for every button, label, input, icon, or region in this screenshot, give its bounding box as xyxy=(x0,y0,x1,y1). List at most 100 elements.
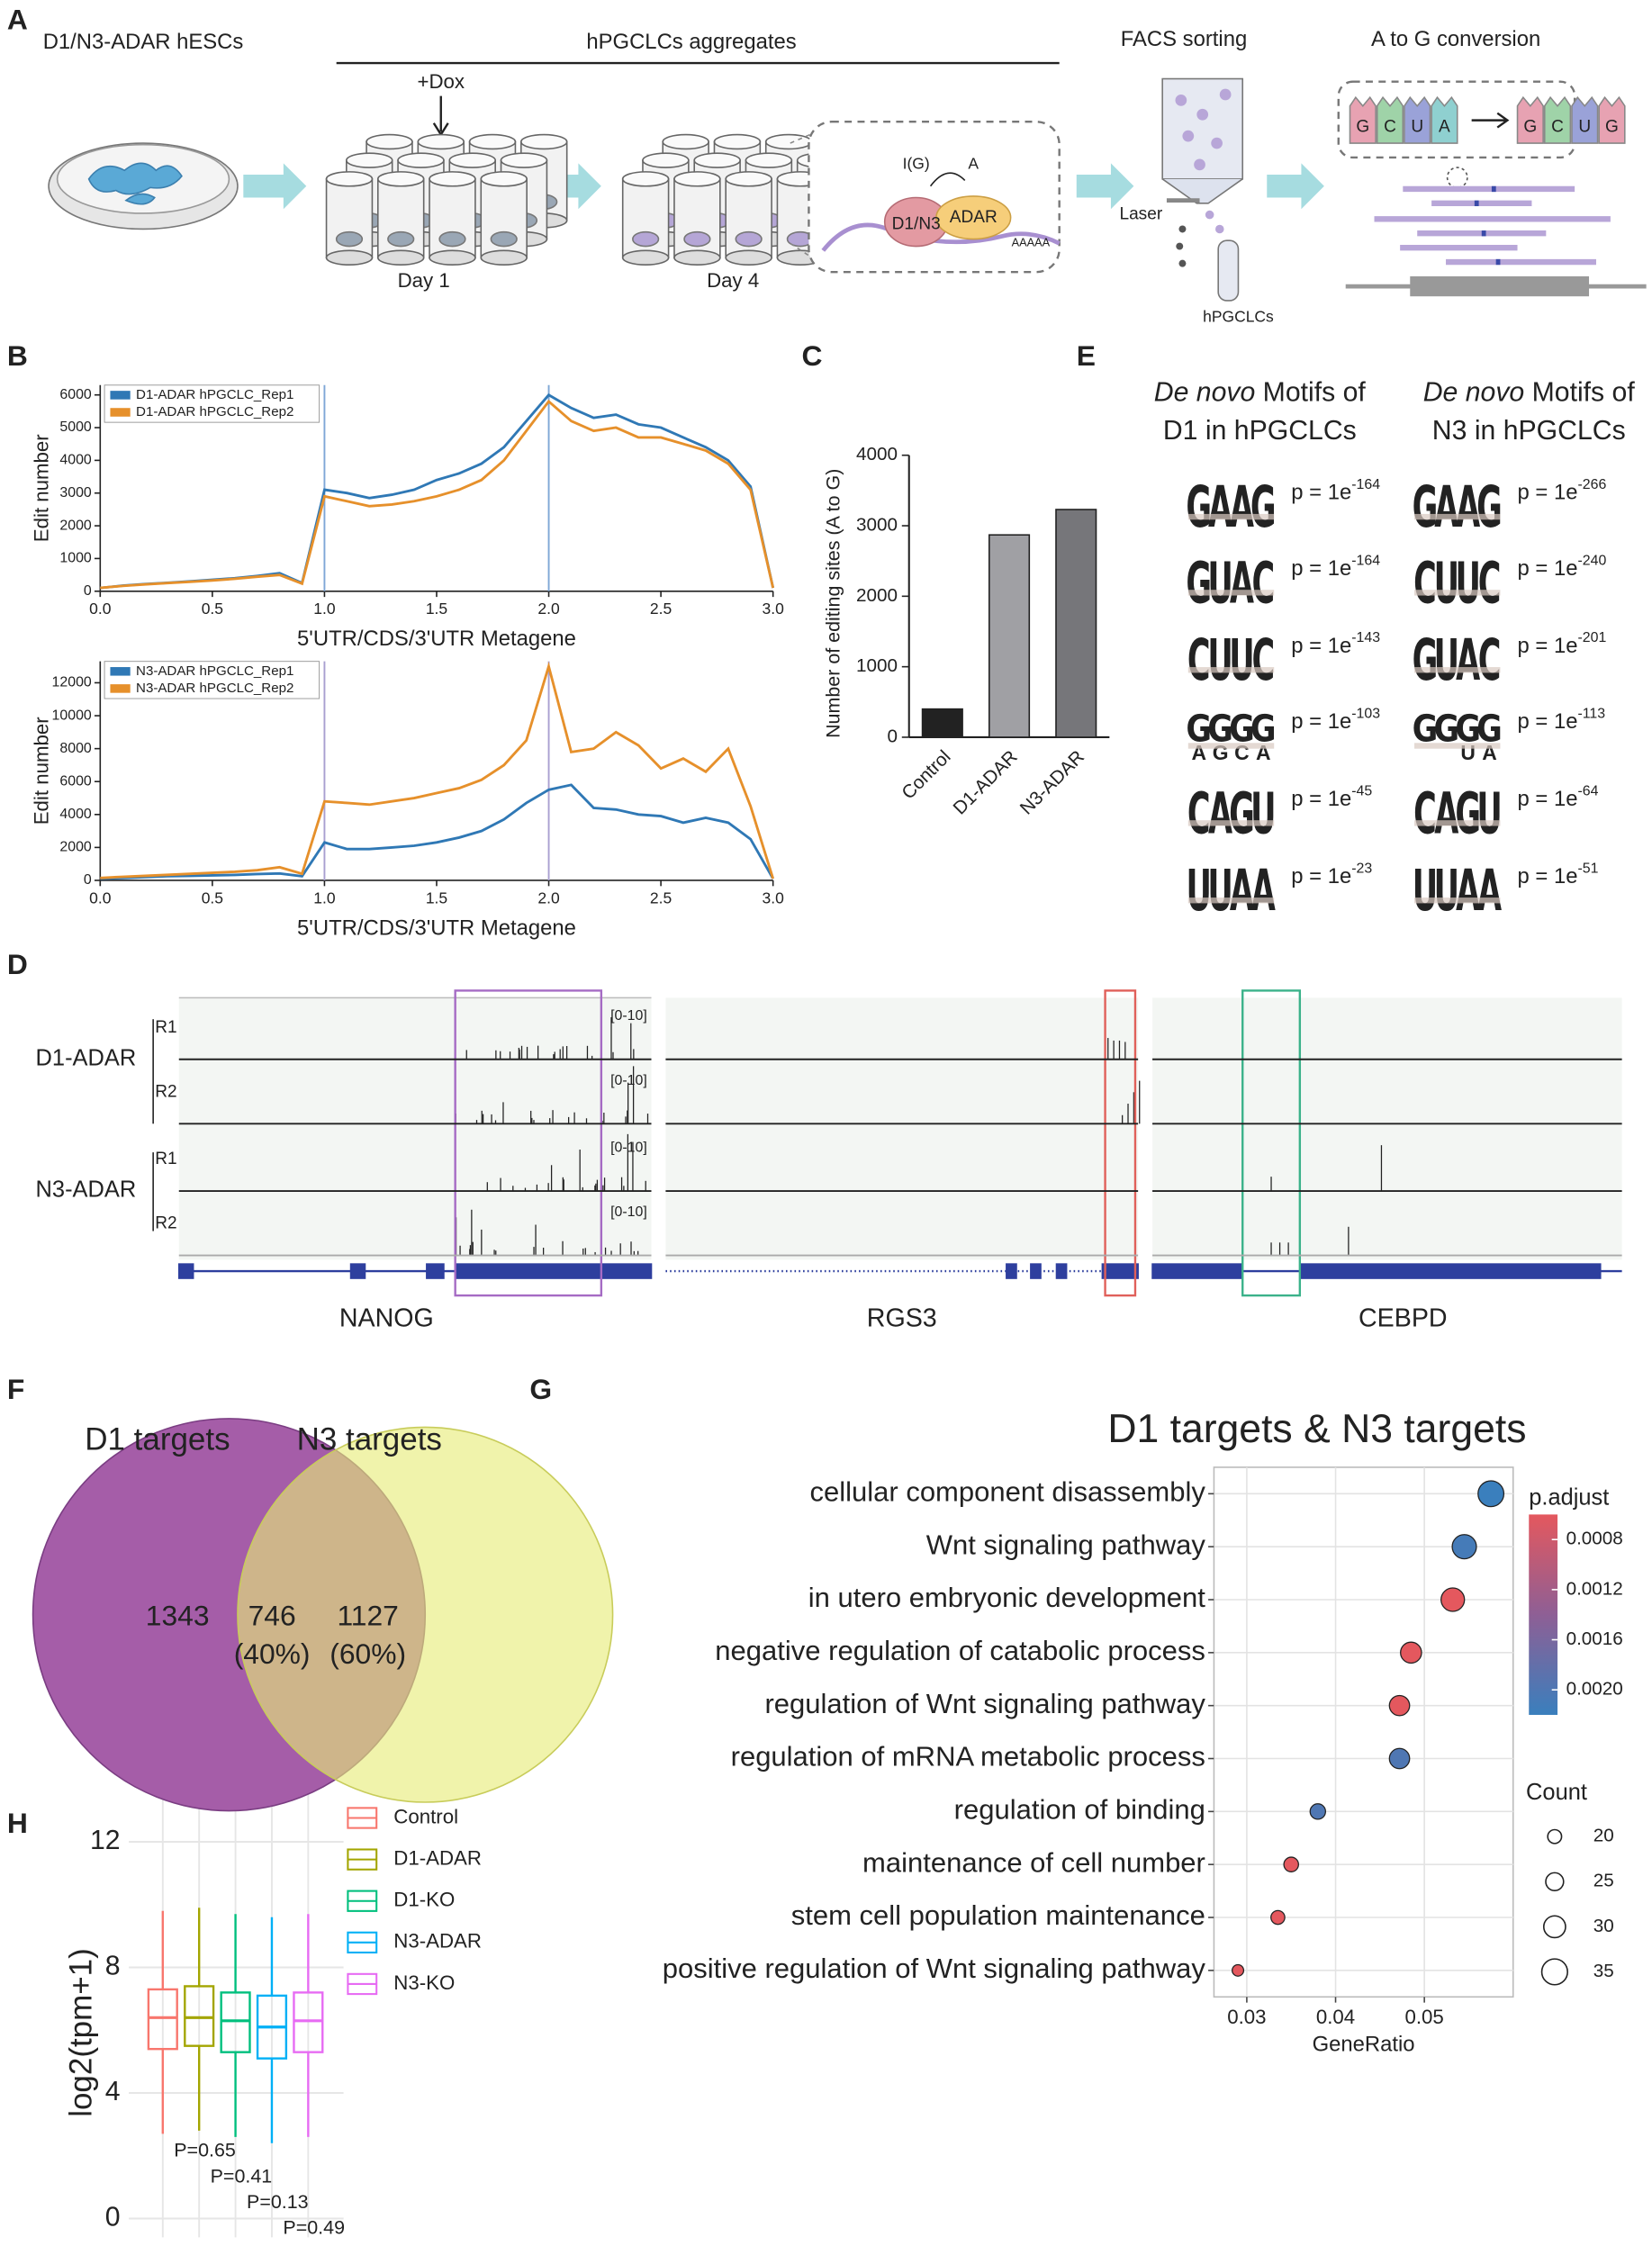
well-top xyxy=(713,133,762,150)
y-tick-label: 1000 xyxy=(59,551,92,566)
motif-letter: G xyxy=(1229,780,1255,847)
exponent: -64 xyxy=(1577,784,1598,799)
size-key xyxy=(1545,1872,1565,1891)
arrow xyxy=(1471,112,1510,129)
x-tick-label: 1.5 xyxy=(426,888,447,907)
legend-label: D1-ADAR hPGCLC_Rep1 xyxy=(136,387,293,402)
size-label: 25 xyxy=(1593,1871,1614,1891)
x-tick-label: 0.0 xyxy=(89,888,112,907)
tube xyxy=(1217,239,1240,302)
nucleotide-label: G xyxy=(1523,118,1537,137)
annotation: P=0.65 xyxy=(174,2140,236,2161)
zoom xyxy=(1446,167,1468,189)
y-tick-label: 2000 xyxy=(59,518,92,533)
well-top xyxy=(480,171,528,187)
dot xyxy=(1232,1963,1245,1977)
motif-letter: U xyxy=(1476,780,1502,847)
motif-letter: A xyxy=(1230,550,1254,617)
range-label: [0-10] xyxy=(610,1141,647,1156)
motif-background xyxy=(1414,743,1501,749)
gene-name: CEBPD xyxy=(1359,1304,1448,1333)
exponent: -201 xyxy=(1577,630,1606,645)
replicate-label: R2 xyxy=(155,1214,176,1233)
motif-letter: C xyxy=(1478,550,1502,617)
p-value: p = 1e-164 xyxy=(1291,477,1380,505)
motif-letter: A xyxy=(1230,474,1254,541)
dot xyxy=(1270,1909,1286,1926)
colorbar-label: 0.0012 xyxy=(1566,1578,1623,1599)
y-axis-title: Edit number xyxy=(31,717,53,825)
p-value: p = 1e-201 xyxy=(1518,630,1607,658)
legend-label: N3-KO xyxy=(393,1971,455,1994)
motif-letter: C xyxy=(1251,550,1275,617)
motif-background xyxy=(1187,897,1275,904)
legend-label: D1-KO xyxy=(393,1889,455,1911)
panel-label: E xyxy=(1077,339,1096,372)
exponent: -164 xyxy=(1351,477,1380,492)
label: Day 4 xyxy=(707,269,759,292)
motif-background xyxy=(1414,667,1501,673)
legend-label: D1-ADAR xyxy=(393,1846,482,1869)
y-tick-label: regulation of mRNA metabolic process xyxy=(731,1741,1205,1772)
motif-letter: C xyxy=(1251,627,1275,694)
wells xyxy=(325,133,568,266)
highlight xyxy=(1241,989,1302,1297)
x-tick-label: 0.03 xyxy=(1227,2006,1266,2028)
motif-background xyxy=(1414,897,1501,904)
well-top xyxy=(366,133,413,150)
y-tick-label: Wnt signaling pathway xyxy=(926,1529,1206,1560)
well-top xyxy=(693,152,741,168)
p: p = 1e xyxy=(1291,709,1351,734)
motif-background xyxy=(1414,513,1501,520)
set-title: N3 targets xyxy=(297,1422,442,1457)
y-tick-label: 6000 xyxy=(59,773,92,789)
well-top xyxy=(621,171,670,187)
y-tick-label: 8 xyxy=(105,1951,121,1980)
x-tick-label: 0.0 xyxy=(89,600,112,618)
range-label: [0-10] xyxy=(610,1008,647,1024)
p-value: p = 1e-45 xyxy=(1291,784,1372,812)
x-tick-label: 3.0 xyxy=(763,600,785,618)
title: Motifs of xyxy=(1255,377,1366,407)
well-bottom xyxy=(376,249,425,266)
legend-swatch xyxy=(110,667,131,676)
motif-letter: A xyxy=(1251,858,1276,925)
motif-letter: G xyxy=(1413,474,1439,541)
label: hPGCLCs xyxy=(1203,308,1274,326)
label: D1/N3-ADAR hESCs xyxy=(43,30,244,54)
x-tick-label: 0.5 xyxy=(202,888,223,907)
dot xyxy=(1477,1480,1505,1508)
motif-letter: C xyxy=(1413,550,1437,617)
y-tick-label: regulation of Wnt signaling pathway xyxy=(764,1688,1205,1719)
x-tick-label: 0.04 xyxy=(1316,2006,1355,2028)
aggregate xyxy=(387,230,415,248)
mrna xyxy=(821,222,1061,252)
motif-letter: A xyxy=(1434,474,1458,541)
replicate-label: R1 xyxy=(155,1150,176,1168)
well-bottom xyxy=(673,249,721,266)
replicate-label: R2 xyxy=(155,1082,176,1101)
nucleotide-label: G xyxy=(1605,118,1619,137)
nucleotide xyxy=(1598,95,1626,144)
track-bg xyxy=(665,997,1139,1260)
count: 746 xyxy=(248,1599,296,1631)
arrow xyxy=(243,163,307,210)
panel-label: F xyxy=(7,1373,24,1405)
motif-letter: G xyxy=(1476,474,1503,541)
y-tick-label: 4 xyxy=(105,2077,121,2106)
well-top xyxy=(429,171,476,187)
panel-label: H xyxy=(7,1807,28,1839)
nucleotide xyxy=(1376,95,1404,144)
motif-letter: U xyxy=(1455,550,1480,617)
size-label: 30 xyxy=(1593,1916,1614,1936)
y-tick-label: 1000 xyxy=(856,655,898,676)
aggregate xyxy=(632,230,660,248)
motif-letter: G xyxy=(1250,474,1277,541)
p-value: p = 1e-51 xyxy=(1518,861,1599,888)
aggregate xyxy=(735,230,763,248)
motif-letter: A xyxy=(1456,858,1480,925)
colorbar-label: 0.0008 xyxy=(1566,1529,1623,1549)
legend-title: p.adjust xyxy=(1529,1485,1609,1511)
motif-background xyxy=(1187,590,1275,596)
